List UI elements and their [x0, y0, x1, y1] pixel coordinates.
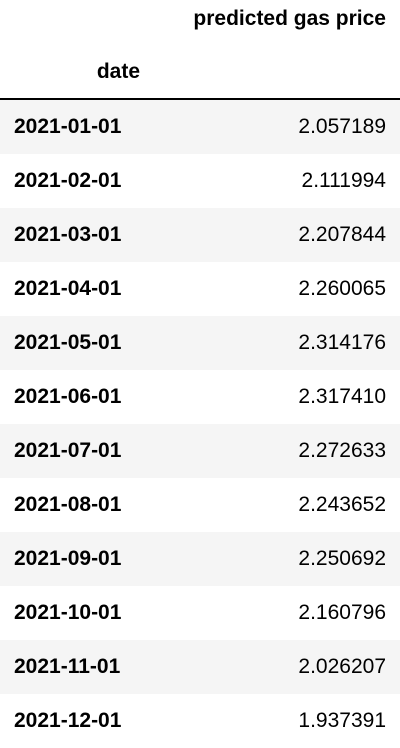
table-row: 2021-02-01 2.111994 [0, 154, 400, 208]
row-value: 2.317410 [298, 385, 386, 408]
row-date: 2021-02-01 [14, 169, 122, 192]
table-row: 2021-11-01 2.026207 [0, 640, 400, 694]
row-value: 2.260065 [298, 277, 386, 300]
row-date: 2021-07-01 [14, 439, 122, 462]
row-value: 2.160796 [298, 601, 386, 624]
table-row: 2021-01-01 2.057189 [0, 100, 400, 154]
row-value: 2.243652 [298, 493, 386, 516]
row-date: 2021-06-01 [14, 385, 122, 408]
row-value: 1.937391 [298, 709, 386, 732]
table-row: 2021-05-01 2.314176 [0, 316, 400, 370]
table-row: 2021-03-01 2.207844 [0, 208, 400, 262]
table-row: 2021-07-01 2.272633 [0, 424, 400, 478]
row-date: 2021-05-01 [14, 331, 122, 354]
row-value: 2.272633 [298, 439, 386, 462]
row-date: 2021-03-01 [14, 223, 122, 246]
row-date: 2021-09-01 [14, 547, 122, 570]
row-value: 2.026207 [298, 655, 386, 678]
index-name: date [96, 60, 140, 83]
row-value: 2.207844 [298, 223, 386, 246]
column-header-predicted-gas-price: predicted gas price [193, 7, 386, 30]
row-date: 2021-08-01 [14, 493, 122, 516]
row-date: 2021-10-01 [14, 601, 122, 624]
table-row: 2021-08-01 2.243652 [0, 478, 400, 532]
row-date: 2021-12-01 [14, 709, 122, 732]
row-value: 2.250692 [298, 547, 386, 570]
row-value: 2.057189 [298, 115, 386, 138]
row-value: 2.111994 [301, 169, 386, 192]
column-header-row: predicted gas price [0, 0, 400, 40]
header-divider [0, 98, 400, 100]
table-row: 2021-09-01 2.250692 [0, 532, 400, 586]
table-row: 2021-04-01 2.260065 [0, 262, 400, 316]
row-date: 2021-04-01 [14, 277, 122, 300]
row-value: 2.314176 [298, 331, 386, 354]
table-body: 2021-01-01 2.057189 2021-02-01 2.111994 … [0, 100, 400, 748]
table-row: 2021-06-01 2.317410 [0, 370, 400, 424]
table-row: 2021-10-01 2.160796 [0, 586, 400, 640]
index-name-row: date [0, 40, 400, 98]
row-date: 2021-11-01 [14, 655, 121, 678]
table-row: 2021-12-01 1.937391 [0, 694, 400, 748]
row-date: 2021-01-01 [14, 115, 122, 138]
